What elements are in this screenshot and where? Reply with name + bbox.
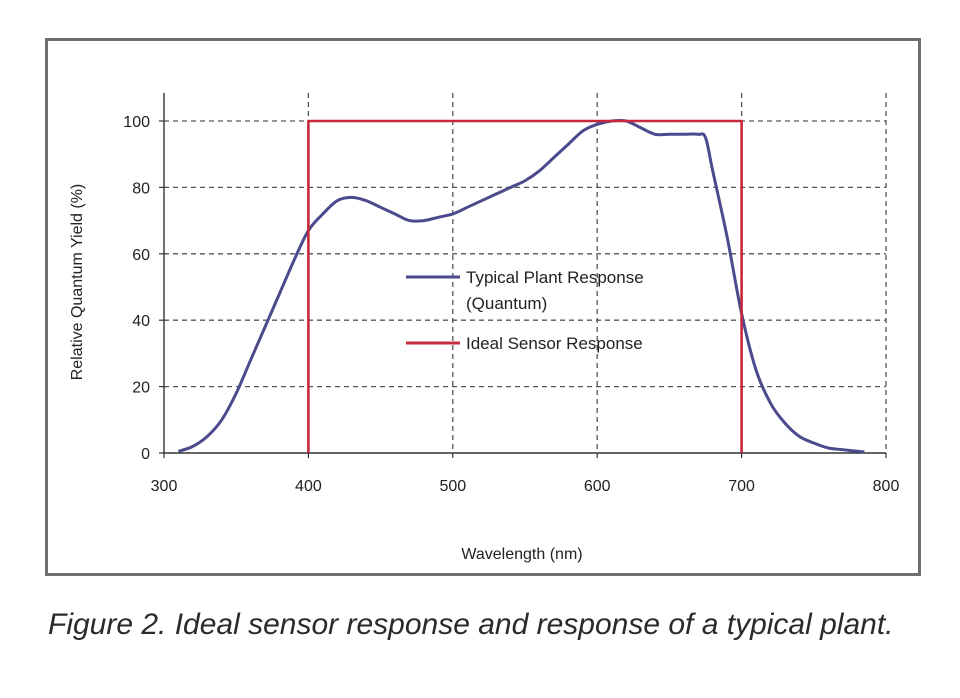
y-tick-label-0: 0 (141, 446, 150, 463)
x-tick-label-400: 400 (295, 478, 322, 495)
y-tick-label-20: 20 (132, 380, 150, 397)
y-axis-title: Relative Quantum Yield (%) (69, 184, 86, 381)
y-tick-label-100: 100 (123, 114, 150, 131)
x-axis-title: Wavelength (nm) (461, 546, 582, 563)
x-tick-label-700: 700 (728, 478, 755, 495)
y-tick-label-40: 40 (132, 313, 150, 330)
legend-label-plant: Typical Plant Response (466, 268, 644, 287)
x-tick-label-600: 600 (584, 478, 611, 495)
axes (159, 93, 887, 458)
tick-labels: 0 20 40 60 80 100 300 400 500 600 700 800 (123, 114, 899, 495)
legend-label-plant-line2: (Quantum) (466, 294, 547, 313)
x-tick-label-800: 800 (873, 478, 900, 495)
figure-frame: 0 20 40 60 80 100 300 400 500 600 700 800 Wavelengt… (45, 38, 921, 576)
x-tick-label-300: 300 (151, 478, 178, 495)
y-tick-label-80: 80 (132, 180, 150, 197)
figure-caption: Figure 2. Ideal sensor response and resp… (48, 608, 894, 641)
sensor-response-line (307, 119, 743, 453)
x-tick-label-500: 500 (439, 478, 466, 495)
chart: 0 20 40 60 80 100 300 400 500 600 700 800 Wavelengt… (69, 93, 899, 563)
series-layer (177, 118, 865, 454)
legend: Typical Plant Response (Quantum) Ideal S… (406, 268, 644, 353)
legend-label-sensor: Ideal Sensor Response (466, 334, 643, 353)
y-tick-label-60: 60 (132, 247, 150, 264)
